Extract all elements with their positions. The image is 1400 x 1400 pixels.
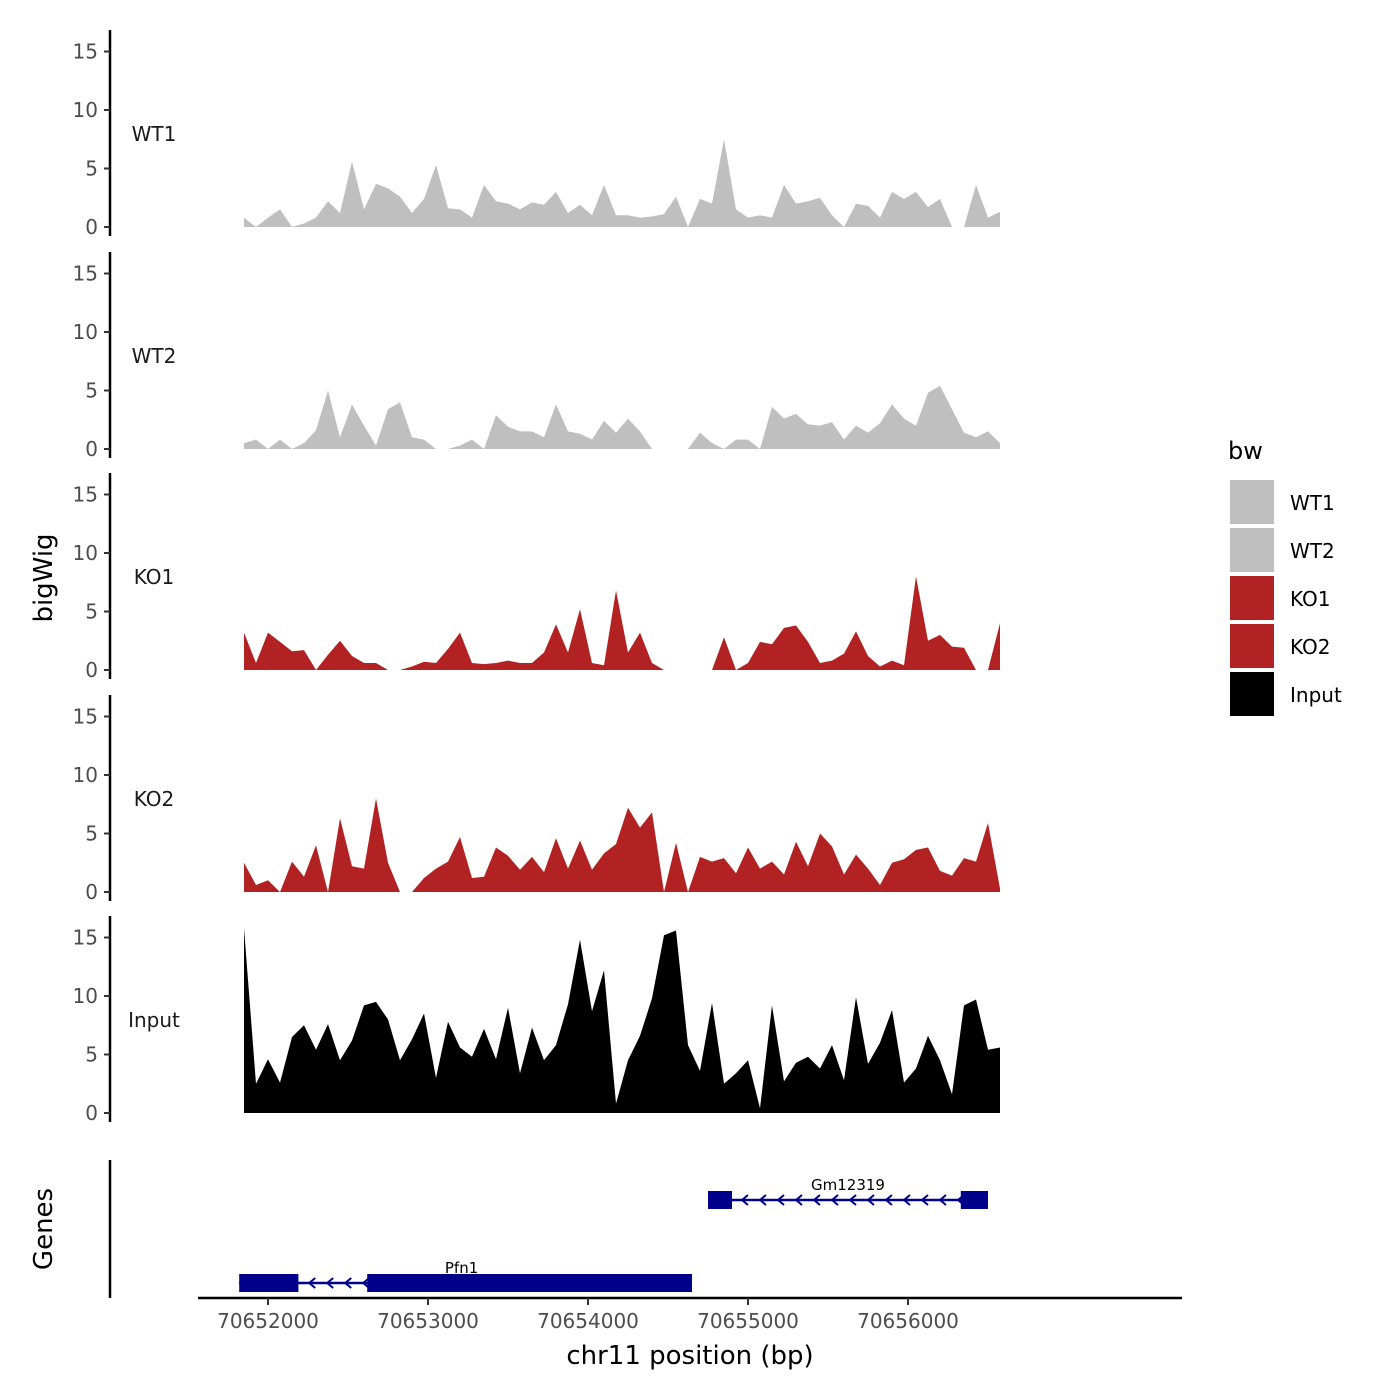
strand-arrow-icon	[794, 1194, 803, 1206]
legend-key-input	[1230, 672, 1274, 716]
strand-arrow-icon	[343, 1277, 352, 1289]
track-panel-ko1: 0 5 10 15 KO1	[73, 473, 1000, 682]
legend-key-wt2	[1230, 528, 1274, 572]
track-label: WT2	[132, 344, 177, 368]
y-tick-label: 0	[85, 215, 98, 239]
track-label: KO1	[134, 565, 175, 589]
signal-area-ko1	[244, 576, 1000, 670]
signal-area-wt1	[244, 139, 1000, 227]
x-axis-title: chr11 position (bp)	[566, 1341, 813, 1371]
legend-label-ko1: KO1	[1290, 587, 1331, 611]
x-tick-label: 70652000	[217, 1309, 319, 1333]
signal-area-ko2	[244, 798, 1000, 892]
gene-exon	[367, 1274, 692, 1292]
strand-arrow-icon	[740, 1194, 749, 1206]
legend-key-ko2	[1230, 624, 1274, 668]
y-tick-label: 0	[85, 658, 98, 682]
signal-area-input	[244, 928, 1000, 1113]
strand-arrow-icon	[920, 1194, 929, 1206]
strand-arrow-icon	[776, 1194, 785, 1206]
y-tick-label: 5	[85, 379, 98, 403]
strand-arrow-icon	[325, 1277, 334, 1289]
strand-arrow-icon	[848, 1194, 857, 1206]
y-tick-label: 15	[73, 483, 98, 507]
y-tick-label: 0	[85, 880, 98, 904]
y-tick-label: 15	[73, 40, 98, 64]
strand-arrow-icon	[812, 1194, 821, 1206]
y-tick-label: 10	[73, 984, 98, 1008]
track-label: WT1	[132, 122, 177, 146]
track-label: KO2	[134, 787, 175, 811]
signal-panels: 0 5 10 15 WT1 0 5 10 15 WT2 0 5 10 15 KO1 0 5 10 15 KO2 0 5 10…	[73, 30, 1000, 1125]
y-tick-label: 5	[85, 157, 98, 181]
strand-arrow-icon	[884, 1194, 893, 1206]
strand-arrow-icon	[758, 1194, 767, 1206]
strand-arrow-icon	[938, 1194, 947, 1206]
genes-axis-title: Genes	[29, 1188, 59, 1270]
y-tick-label: 0	[85, 1101, 98, 1125]
track-panel-ko2: 0 5 10 15 KO2	[73, 695, 1000, 904]
track-label: Input	[128, 1008, 180, 1032]
x-tick-label: 70654000	[537, 1309, 639, 1333]
gene-label: Pfn1	[445, 1259, 478, 1277]
strand-arrow-icon	[830, 1194, 839, 1206]
legend: bw WT1 WT2 KO1 KO2 Input	[1228, 437, 1342, 716]
y-tick-label: 15	[73, 262, 98, 286]
gene-exon	[239, 1274, 299, 1292]
legend-label-wt2: WT2	[1290, 539, 1335, 563]
y-tick-label: 0	[85, 437, 98, 461]
track-panel-wt2: 0 5 10 15 WT2	[73, 252, 1000, 461]
signal-area-wt2	[244, 385, 1000, 449]
legend-title: bw	[1228, 437, 1263, 465]
y-tick-label: 10	[73, 320, 98, 344]
genes-track: Gm12319 Pfn1	[108, 1160, 988, 1298]
y-tick-label: 5	[85, 822, 98, 846]
gene-label: Gm12319	[811, 1176, 885, 1194]
legend-label-ko2: KO2	[1290, 635, 1331, 659]
gene-pfn1: Pfn1	[239, 1259, 692, 1292]
y-tick-label: 15	[73, 926, 98, 950]
x-axis: 70652000 70653000 70654000 70655000 70656000	[198, 1296, 1182, 1333]
y-tick-label: 5	[85, 1043, 98, 1067]
y-tick-label: 5	[85, 600, 98, 624]
y-tick-label: 15	[73, 705, 98, 729]
gene-exon	[960, 1191, 988, 1209]
x-tick-label: 70655000	[697, 1309, 799, 1333]
track-panel-input: 0 5 10 15 Input	[73, 916, 1000, 1125]
legend-label-input: Input	[1290, 683, 1342, 707]
gene-exon	[708, 1191, 732, 1209]
legend-key-wt1	[1230, 480, 1274, 524]
strand-arrow-icon	[307, 1277, 316, 1289]
x-tick-label: 70653000	[377, 1309, 479, 1333]
x-tick-label: 70656000	[857, 1309, 959, 1333]
y-axis-title: bigWig	[29, 533, 59, 622]
gene-gm12319: Gm12319	[708, 1176, 988, 1209]
y-tick-label: 10	[73, 541, 98, 565]
strand-arrow-icon	[866, 1194, 875, 1206]
y-tick-label: 10	[73, 763, 98, 787]
legend-key-ko1	[1230, 576, 1274, 620]
strand-arrow-icon	[902, 1194, 911, 1206]
y-tick-label: 10	[73, 98, 98, 122]
track-panel-wt1: 0 5 10 15 WT1	[73, 30, 1000, 239]
legend-label-wt1: WT1	[1290, 491, 1335, 515]
